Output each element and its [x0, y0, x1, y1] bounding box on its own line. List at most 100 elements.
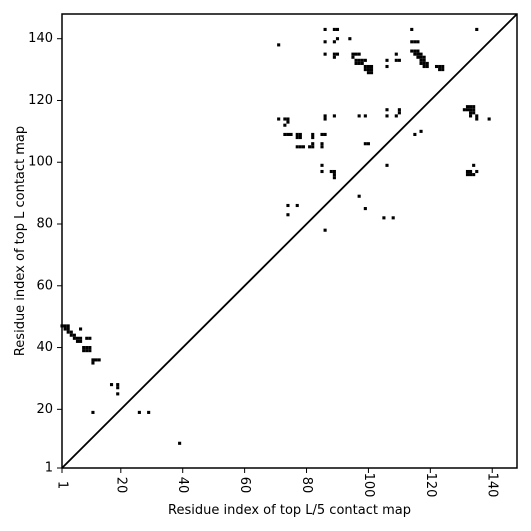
contact-point — [416, 52, 420, 56]
contact-point — [419, 55, 423, 59]
contact-point — [85, 336, 89, 340]
contact-point — [475, 114, 479, 118]
x-tick-label: 40 — [175, 477, 190, 494]
contact-point — [382, 216, 386, 220]
diagonal-line — [61, 13, 518, 469]
contact-point — [413, 52, 417, 56]
contact-points — [60, 27, 491, 445]
y-tick-label: 100 — [28, 155, 53, 170]
contact-point — [366, 71, 370, 75]
contact-point — [475, 117, 479, 121]
contact-point — [332, 173, 336, 177]
contact-point — [116, 386, 120, 390]
contact-point — [79, 336, 83, 340]
contact-point — [469, 111, 473, 115]
contact-point — [465, 105, 470, 109]
contact-point — [295, 132, 299, 136]
contact-point — [298, 132, 302, 136]
contact-point — [66, 327, 70, 331]
contact-point — [357, 114, 361, 118]
contact-point — [79, 327, 83, 331]
contact-point — [413, 40, 417, 44]
contact-point — [422, 61, 426, 65]
contact-point — [385, 58, 389, 62]
contact-point — [335, 27, 340, 31]
contact-point — [465, 169, 470, 174]
contact-point — [88, 346, 92, 350]
contact-point — [323, 114, 327, 118]
contact-point — [441, 68, 445, 72]
contact-point — [422, 58, 426, 62]
contact-point — [75, 336, 80, 340]
contact-point — [286, 132, 290, 136]
contact-point — [286, 213, 290, 217]
contact-point — [329, 169, 333, 174]
contact-point — [413, 49, 417, 53]
contact-point — [472, 105, 476, 109]
x-axis-ticks: 1 20 40 60 80 100 120 140 — [55, 468, 500, 497]
contact-point — [394, 114, 398, 118]
contact-point — [295, 145, 299, 149]
contact-point — [332, 176, 336, 180]
contact-point — [351, 52, 355, 56]
contact-point — [82, 349, 86, 353]
contact-point — [94, 358, 98, 362]
contact-point — [369, 68, 374, 72]
x-tick-label: 20 — [113, 477, 128, 494]
contact-point — [366, 68, 370, 72]
contact-point — [472, 173, 476, 177]
contact-point — [311, 145, 315, 149]
contact-point — [469, 173, 473, 177]
contact-point — [462, 108, 466, 112]
contact-point — [351, 55, 355, 59]
y-tick-label: 60 — [36, 278, 53, 293]
contact-point — [332, 52, 336, 56]
contact-point — [366, 142, 370, 146]
contact-point — [88, 336, 92, 340]
contact-point — [88, 349, 92, 353]
contact-point — [63, 324, 67, 328]
y-tick-label: 80 — [36, 217, 53, 232]
contact-point — [469, 114, 473, 118]
contact-point — [385, 108, 389, 112]
contact-point — [360, 58, 364, 62]
contact-point — [75, 339, 80, 343]
contact-point — [116, 383, 120, 387]
contact-point — [301, 145, 305, 149]
contact-point — [311, 132, 315, 136]
contact-point — [363, 68, 367, 72]
contact-point — [283, 123, 287, 127]
contact-point — [63, 327, 67, 331]
contact-point — [360, 61, 364, 65]
contact-point — [283, 117, 287, 121]
contact-point — [469, 105, 473, 109]
contact-point — [69, 330, 73, 334]
contact-point — [277, 117, 281, 121]
contact-point — [323, 27, 327, 31]
contact-point — [97, 358, 101, 362]
contact-point — [357, 52, 361, 56]
x-tick-label: 100 — [361, 473, 376, 498]
contact-point — [320, 169, 324, 174]
contact-point — [469, 108, 473, 112]
contact-point — [397, 108, 401, 112]
contact-point — [425, 61, 429, 65]
contact-point — [465, 108, 470, 112]
contact-point — [416, 49, 420, 53]
y-tick-label: 1 — [45, 461, 53, 476]
contact-point — [363, 207, 367, 211]
x-tick-label: 1 — [55, 481, 70, 489]
contact-point — [354, 58, 358, 62]
contact-point — [419, 52, 423, 56]
contact-point — [295, 135, 299, 140]
contact-point — [475, 169, 479, 174]
y-tick-label: 40 — [36, 340, 53, 355]
contact-point — [66, 324, 70, 328]
contact-point — [416, 40, 420, 44]
contact-point — [178, 441, 182, 445]
contact-point — [147, 410, 151, 414]
contact-point — [441, 64, 445, 69]
contact-point — [438, 64, 442, 69]
plot-frame — [61, 13, 518, 469]
